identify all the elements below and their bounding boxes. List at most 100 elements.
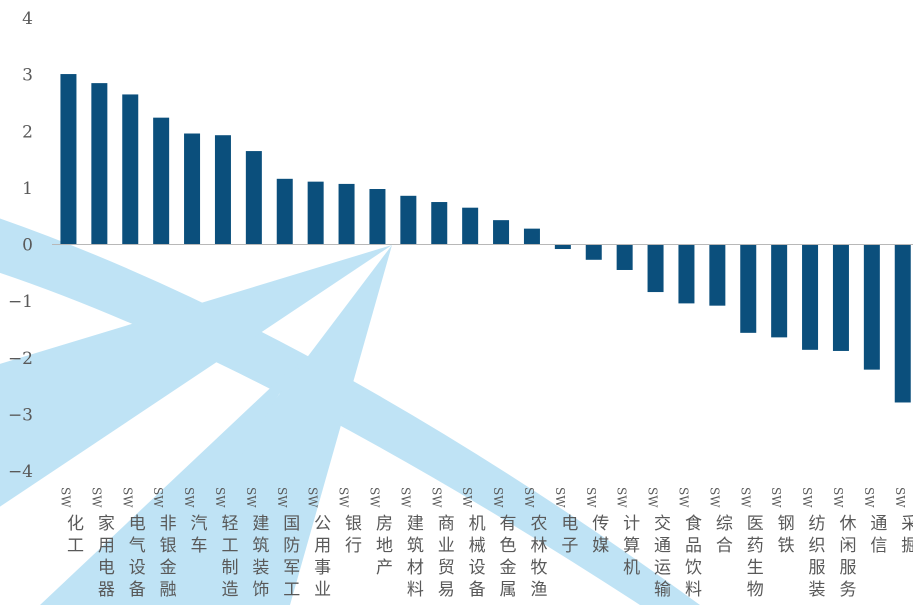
y-tick-label: −3 [8,405,33,425]
x-tick-label-char: 林 [530,536,547,556]
y-tick-label: −2 [8,349,33,369]
bar [647,244,664,293]
x-tick-label-char: 商 [438,514,455,534]
x-tick-label-char: 有 [500,514,517,534]
x-tick-label: SW 综合 [707,487,733,556]
x-tick-label-char: 电 [129,514,146,534]
bar [214,135,231,245]
x-tick-label-prefix: SW [522,487,536,508]
watermark-left-wing [0,245,392,507]
x-tick-label-char: 生 [747,558,764,578]
x-tick-label-char: 物 [747,580,764,600]
x-tick-label: SW 通信 [862,487,888,556]
x-tick-label-char: 料 [407,580,424,600]
x-axis-labels: SW化工SW家用电器SW电气设备SW非银金融SW汽车SW轻工制造SW建筑装饰SW… [58,487,913,600]
x-tick-label-prefix: SW [337,487,351,508]
bar [307,181,324,245]
x-tick-label-char: 建 [252,514,269,534]
bar [771,244,788,338]
x-tick-label-char: 非 [160,514,177,534]
x-tick-label-char: 休 [839,514,856,534]
bar [431,202,448,245]
x-tick-label-char: 采 [901,514,913,534]
x-tick-label-char: 食 [685,514,702,534]
bar [276,178,293,245]
x-tick-label-char: 材 [407,558,424,578]
x-tick-label-char: 属 [500,580,517,600]
x-tick-label-char: 铁 [778,536,795,556]
x-tick-label-char: 装 [252,558,269,578]
x-tick-label-char: 闲 [839,536,856,556]
y-tick-label: 2 [22,122,33,142]
x-tick-label-prefix: SW [275,487,289,508]
x-tick-label-char: 业 [314,580,331,600]
x-tick-label-char: 事 [314,558,331,578]
bar [338,183,355,245]
x-tick-label-char: 银 [160,536,177,556]
x-tick-label-prefix: SW [707,487,721,508]
x-tick-label-char: 军 [283,558,300,578]
x-tick-label: SW 传媒 [584,487,610,556]
x-tick-label: SW 计算机 [615,487,641,578]
x-tick-label: SW 采掘 [893,487,913,556]
x-tick-label-prefix: SW [646,487,660,508]
x-tick-label-prefix: SW [584,487,598,508]
x-tick-label-prefix: SW [460,487,474,508]
x-tick-label-char: 药 [747,536,764,556]
x-tick-label-prefix: SW [244,487,258,508]
y-tick-label: 1 [22,179,33,199]
x-tick-label-char: 融 [160,580,177,600]
x-tick-label-char: 务 [839,580,856,600]
bars [60,74,911,403]
x-tick-label-prefix: SW [769,487,783,508]
x-tick-label-char: 色 [500,536,517,556]
x-tick-label-char: 算 [623,536,640,556]
y-tick-label: 0 [22,236,33,256]
y-tick-label: −1 [8,292,33,312]
x-tick-label-prefix: SW [862,487,876,508]
x-tick-label-char: 银 [345,514,362,534]
bar [709,244,726,306]
x-tick-label-char: 机 [469,514,486,534]
watermark-inner-wing [40,360,300,605]
bar [462,207,479,245]
x-tick-label-char: 交 [654,514,671,534]
bar [554,244,571,250]
x-tick-label-char: 掘 [901,536,913,556]
x-tick-label-char: 汽 [191,514,208,534]
x-tick-label-char: 建 [407,514,424,534]
x-tick-label: SW 钢铁 [769,487,795,556]
x-tick-label-char: 织 [809,536,826,556]
watermark-logo [0,218,700,605]
bar [740,244,757,333]
x-tick-label-prefix: SW [800,487,814,508]
x-tick-label: SW 汽车 [182,487,208,556]
x-tick-label-char: 工 [283,580,300,600]
x-tick-label-prefix: SW [491,487,505,508]
x-tick-label-char: 输 [654,580,671,600]
x-tick-label-char: 金 [160,558,177,578]
x-tick-label-char: 用 [314,536,331,556]
x-tick-label-char: 机 [623,558,640,578]
x-tick-label-char: 房 [376,514,393,534]
x-tick-label-char: 饮 [685,558,702,578]
x-tick-label-char: 通 [654,536,671,556]
bar [616,244,633,270]
x-tick-label-prefix: SW [182,487,196,508]
x-tick-label-char: 综 [716,514,733,534]
x-tick-label-char: 渔 [530,580,547,600]
x-tick-label: SW 电子 [553,487,579,556]
x-tick-label-prefix: SW [738,487,752,508]
x-tick-label-char: 公 [314,514,331,534]
bar [91,83,108,245]
x-tick-label-char: 筑 [252,536,269,556]
y-tick-label: −4 [8,462,33,482]
